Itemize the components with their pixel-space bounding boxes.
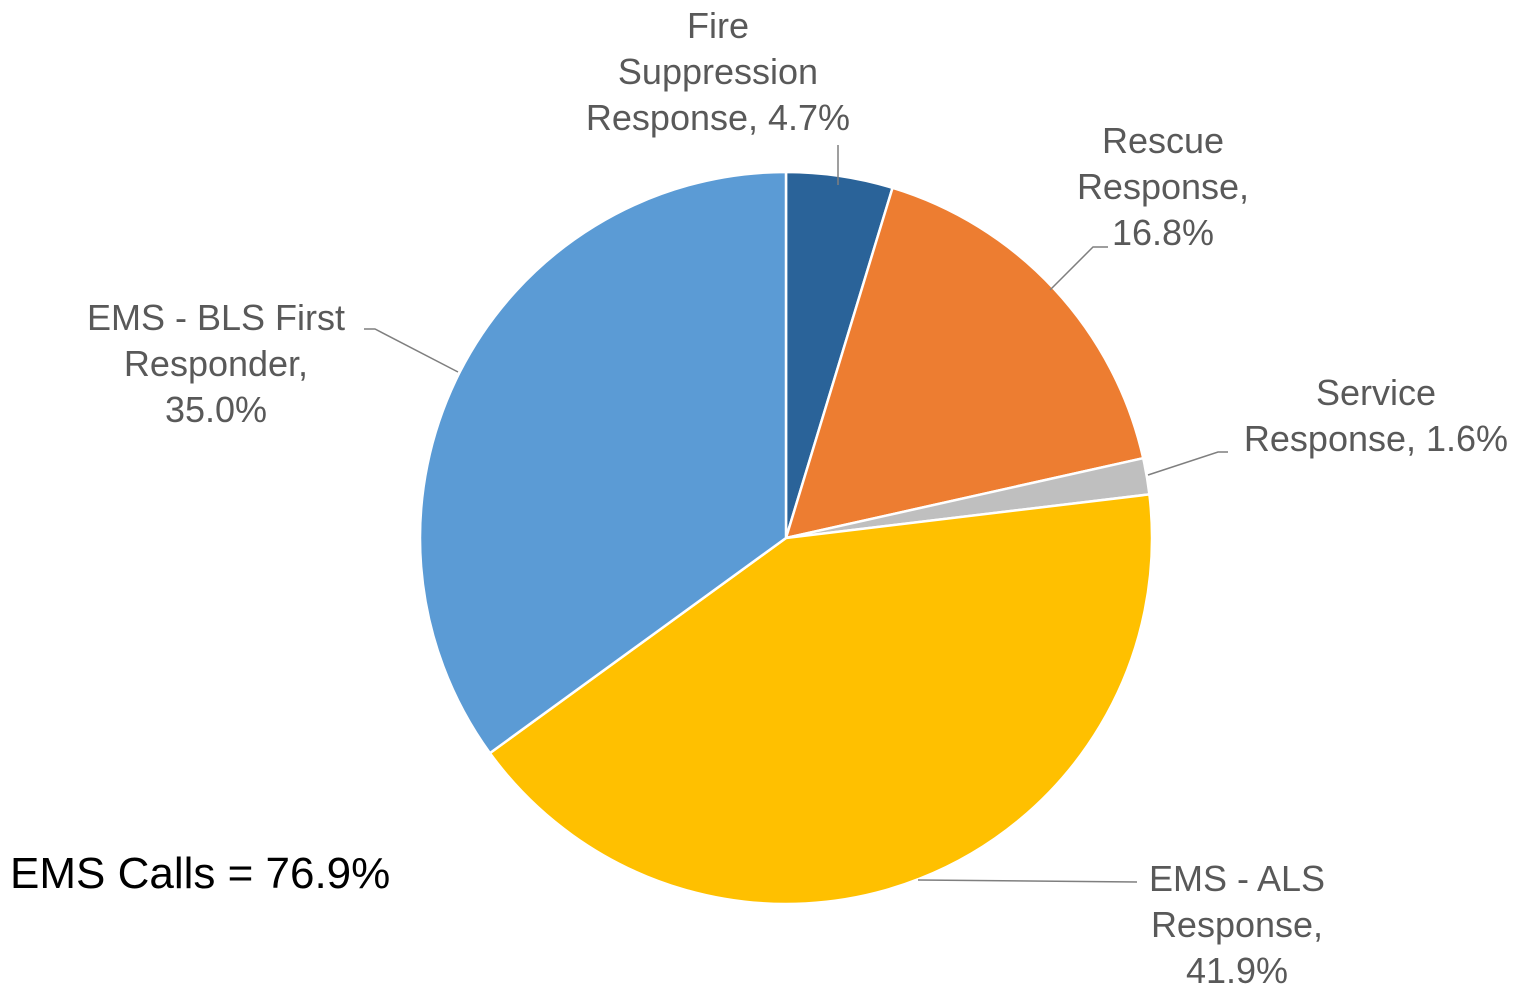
slice-ems-bls-first-responder — [418, 170, 788, 755]
label-line: Fire — [687, 5, 749, 46]
label-line: Response, 1.6% — [1244, 418, 1508, 459]
label-rescue-response: Rescue Response, 16.8% — [1077, 120, 1249, 253]
ems-calls-annotation: EMS Calls = 76.9% — [10, 849, 391, 898]
leader-line-rescue-response — [1049, 246, 1108, 291]
slice-labels: Fire Suppression Response, 4.7% Rescue Respo… — [87, 5, 1508, 987]
leader-line-service-response — [1147, 451, 1228, 476]
label-service-response: Service Response, 1.6% — [1244, 372, 1508, 459]
slice-ems-als-response — [488, 493, 1154, 906]
label-line: Response, — [1077, 166, 1249, 207]
leader-line-ems-bls-first-responder — [364, 328, 459, 373]
label-line: 16.8% — [1112, 212, 1214, 253]
label-line: EMS - ALS — [1149, 858, 1325, 899]
label-ems-als-response: EMS - ALS Response, 41.9% — [1149, 858, 1325, 987]
label-line: Response, 4.7% — [586, 97, 850, 138]
label-line: 41.9% — [1186, 950, 1288, 987]
label-line: Service — [1316, 372, 1436, 413]
label-ems-bls-first-responder: EMS - BLS First Responder, 35.0% — [87, 297, 345, 430]
label-line: Responder, — [124, 343, 308, 384]
slice-rescue-response — [784, 186, 1145, 540]
label-line: Suppression — [618, 51, 818, 92]
label-line: Rescue — [1102, 120, 1224, 161]
leader-line-ems-als-response — [917, 879, 1138, 883]
leader-lines — [364, 145, 1228, 883]
label-line: Response, — [1151, 904, 1323, 945]
label-line: 35.0% — [165, 389, 267, 430]
label-fire-suppression-response: Fire Suppression Response, 4.7% — [586, 5, 850, 138]
label-line: EMS - BLS First — [87, 297, 345, 338]
pie-slices — [418, 170, 1154, 906]
